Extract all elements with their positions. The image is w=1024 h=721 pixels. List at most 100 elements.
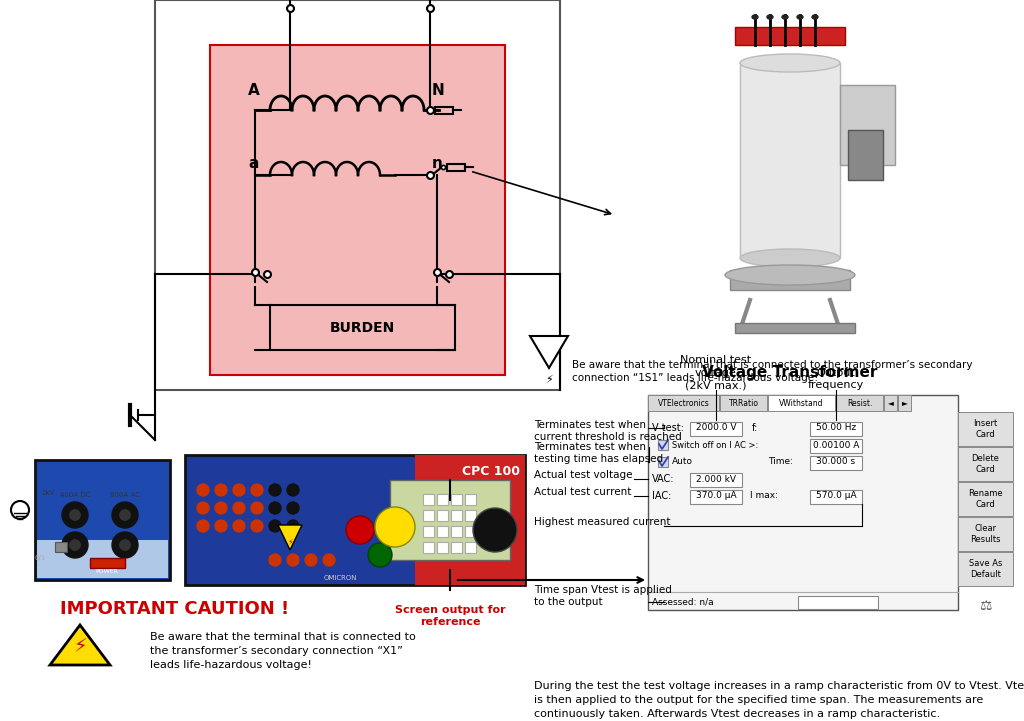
Bar — [270, 305, 455, 350]
Text: ⚡: ⚡ — [545, 375, 553, 385]
Text: IMPORTANT CAUTION !: IMPORTANT CAUTION ! — [60, 600, 290, 618]
Bar — [390, 480, 510, 560]
Circle shape — [197, 484, 209, 496]
Circle shape — [269, 554, 281, 566]
Circle shape — [62, 532, 88, 558]
Text: Save As
Default: Save As Default — [969, 559, 1002, 579]
Polygon shape — [530, 336, 568, 368]
Text: ◄: ◄ — [888, 399, 893, 407]
Text: Rename
Card: Rename Card — [968, 489, 1002, 509]
Ellipse shape — [740, 54, 840, 72]
Text: POWER: POWER — [95, 569, 119, 574]
Circle shape — [323, 554, 335, 566]
Bar — [423, 526, 434, 537]
Circle shape — [70, 540, 80, 550]
Ellipse shape — [767, 15, 773, 19]
Text: 2.000 kV: 2.000 kV — [696, 474, 736, 484]
Circle shape — [269, 484, 281, 496]
Circle shape — [251, 520, 263, 532]
Text: 370.0 μA: 370.0 μA — [695, 492, 736, 500]
Text: Actual test current: Actual test current — [534, 487, 632, 497]
Text: 0.00100 A: 0.00100 A — [813, 441, 859, 449]
Text: VTElectronics: VTElectronics — [657, 399, 710, 407]
Bar — [437, 526, 449, 537]
Text: Assessed: n/a: Assessed: n/a — [652, 598, 714, 606]
Bar — [437, 542, 449, 553]
Circle shape — [233, 502, 245, 514]
Circle shape — [197, 502, 209, 514]
Text: Be aware that the terminal that is connected to
the transformer’s secondary conn: Be aware that the terminal that is conne… — [150, 632, 416, 670]
Bar — [648, 395, 719, 411]
Bar — [810, 490, 862, 504]
Bar — [437, 494, 449, 505]
Circle shape — [375, 507, 415, 547]
Bar — [690, 490, 742, 504]
Circle shape — [473, 508, 517, 552]
Bar — [730, 270, 850, 290]
Bar — [958, 552, 1013, 586]
Bar — [90, 558, 125, 568]
Bar — [958, 447, 1013, 481]
Bar — [810, 456, 862, 470]
Bar — [35, 460, 170, 580]
Polygon shape — [50, 625, 110, 665]
Circle shape — [287, 502, 299, 514]
Text: A: A — [248, 83, 260, 98]
Circle shape — [70, 510, 80, 520]
Text: Clear
Results: Clear Results — [971, 524, 1000, 544]
Bar — [423, 510, 434, 521]
Bar — [415, 455, 525, 585]
Text: Screen output for
reference: Screen output for reference — [394, 605, 505, 627]
Text: Be aware that the terminal that is connected to the transformer’s secondary
conn: Be aware that the terminal that is conne… — [572, 360, 973, 383]
Text: ⚡: ⚡ — [287, 537, 293, 547]
Text: n: n — [432, 156, 442, 171]
Text: 570.0 μA: 570.0 μA — [816, 492, 856, 500]
Text: VAC:: VAC: — [652, 474, 675, 484]
Circle shape — [197, 520, 209, 532]
Text: Time span Vtest is applied
to the output: Time span Vtest is applied to the output — [534, 585, 672, 607]
Bar — [898, 395, 911, 411]
Bar — [768, 395, 835, 411]
Circle shape — [346, 516, 374, 544]
Circle shape — [233, 520, 245, 532]
Text: OMICRON: OMICRON — [324, 575, 356, 581]
Polygon shape — [278, 525, 302, 550]
Bar — [435, 107, 453, 113]
Bar — [451, 494, 462, 505]
Text: 50.00 Hz: 50.00 Hz — [816, 423, 856, 433]
Bar — [658, 440, 668, 450]
Text: Time:: Time: — [768, 458, 793, 466]
Bar — [798, 596, 878, 609]
Text: CPC 100: CPC 100 — [462, 465, 520, 478]
Text: Insert
Card: Insert Card — [974, 419, 997, 439]
Bar — [720, 395, 767, 411]
Circle shape — [269, 520, 281, 532]
Bar — [155, 0, 560, 390]
Bar — [958, 482, 1013, 516]
Text: I max:: I max: — [750, 492, 778, 500]
Circle shape — [233, 484, 245, 496]
Text: N: N — [432, 83, 444, 98]
Ellipse shape — [740, 249, 840, 267]
Ellipse shape — [782, 15, 788, 19]
Bar — [465, 526, 476, 537]
Circle shape — [287, 484, 299, 496]
Bar — [210, 45, 505, 375]
Circle shape — [305, 554, 317, 566]
Text: 0/1: 0/1 — [35, 555, 46, 561]
Bar — [810, 422, 862, 436]
Bar — [423, 494, 434, 505]
Circle shape — [251, 502, 263, 514]
Circle shape — [368, 543, 392, 567]
Bar — [648, 395, 958, 610]
Ellipse shape — [752, 15, 758, 19]
Bar — [735, 27, 845, 45]
Bar — [658, 457, 668, 467]
Text: ►: ► — [901, 399, 907, 407]
Bar — [451, 542, 462, 553]
Bar — [451, 510, 462, 521]
Bar — [447, 164, 465, 170]
Text: Resist.: Resist. — [847, 399, 872, 407]
Text: V test:: V test: — [652, 423, 684, 433]
Bar — [55, 542, 67, 552]
